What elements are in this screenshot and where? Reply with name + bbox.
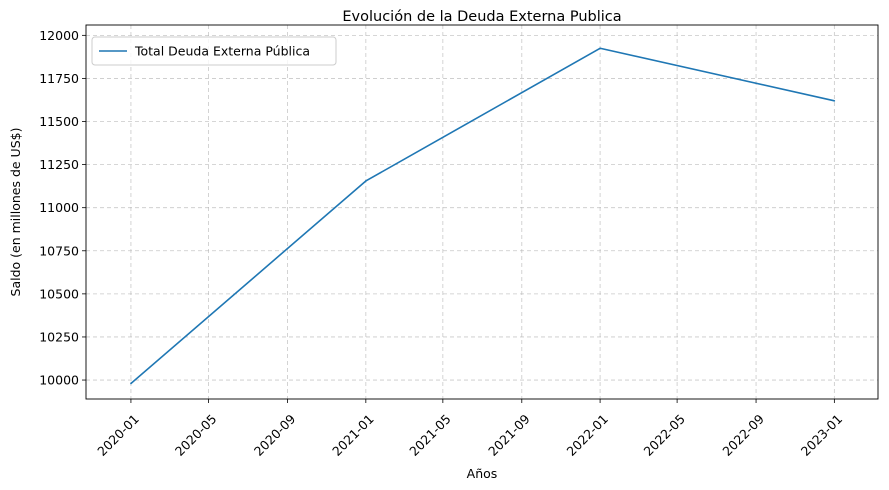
data-point bbox=[130, 382, 132, 385]
x-tick-label: 2020-05 bbox=[172, 411, 220, 459]
x-axis-title: Años bbox=[467, 466, 498, 481]
y-tick-label: 11500 bbox=[39, 114, 79, 129]
x-tick-label: 2023-01 bbox=[798, 411, 846, 459]
y-tick-label: 10750 bbox=[39, 243, 79, 258]
data-point bbox=[365, 180, 367, 182]
y-axis-title: Saldo (en millones de US$) bbox=[8, 128, 23, 297]
x-tick-label: 2021-01 bbox=[329, 411, 377, 459]
data-point bbox=[833, 100, 836, 102]
legend-label: Total Deuda Externa Pública bbox=[134, 44, 310, 59]
plot-area bbox=[86, 25, 878, 399]
chart-title: Evolución de la Deuda Externa Publica bbox=[342, 9, 621, 25]
legend: Total Deuda Externa Pública bbox=[91, 36, 337, 66]
grid bbox=[86, 25, 878, 399]
y-tick-label: 10000 bbox=[39, 373, 79, 388]
y-tick-label: 11000 bbox=[39, 200, 79, 215]
x-tick-label: 2021-05 bbox=[406, 411, 454, 459]
legend-box bbox=[91, 36, 337, 66]
series-line bbox=[130, 47, 835, 385]
plot-frame bbox=[85, 24, 879, 400]
x-tick-label: 2020-09 bbox=[251, 411, 299, 459]
data-point bbox=[599, 47, 601, 50]
y-tick-label: 10500 bbox=[39, 286, 79, 301]
x-tick-label: 2022-09 bbox=[719, 411, 767, 459]
x-tick-label: 2022-01 bbox=[563, 411, 611, 459]
x-tick-label: 2021-09 bbox=[485, 411, 533, 459]
x-tick-label: 2022-05 bbox=[640, 411, 688, 459]
series-layer bbox=[130, 47, 836, 385]
y-tick-label: 12000 bbox=[39, 28, 79, 43]
y-tick-label: 10250 bbox=[39, 329, 79, 344]
y-tick-label: 11750 bbox=[39, 71, 79, 86]
x-tick-label: 2020-01 bbox=[94, 411, 142, 459]
y-tick-label: 11250 bbox=[39, 157, 79, 172]
